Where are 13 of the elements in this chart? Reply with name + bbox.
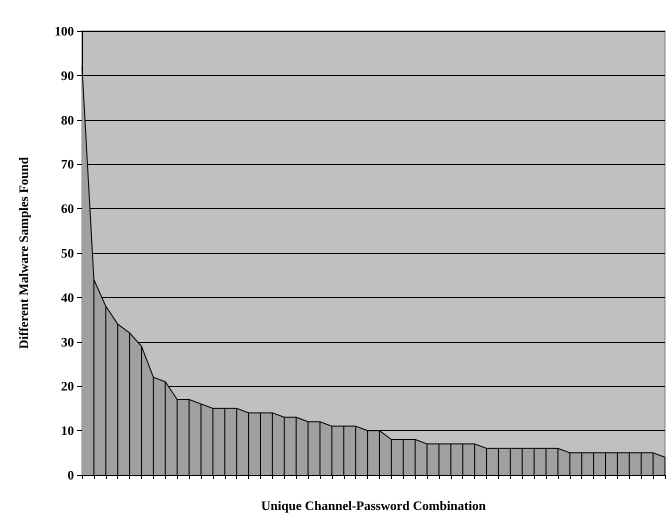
y-tick-label: 40 xyxy=(61,290,74,305)
y-axis-title: Different Malware Samples Found xyxy=(16,156,31,349)
y-tick-label: 100 xyxy=(54,24,74,38)
y-tick-label: 20 xyxy=(61,378,74,394)
y-tick-label: 50 xyxy=(61,246,74,260)
y-tick-label: 30 xyxy=(61,334,74,350)
y-tick-label: 0 xyxy=(68,468,74,482)
x-axis-title: Unique Channel-Password Combination xyxy=(261,498,487,513)
y-tick-label: 90 xyxy=(61,68,74,83)
y-tick-label: 70 xyxy=(61,156,74,172)
y-tick-label: 60 xyxy=(61,201,74,216)
y-tick-label: 10 xyxy=(61,423,74,438)
y-tick-label: 80 xyxy=(61,112,74,128)
